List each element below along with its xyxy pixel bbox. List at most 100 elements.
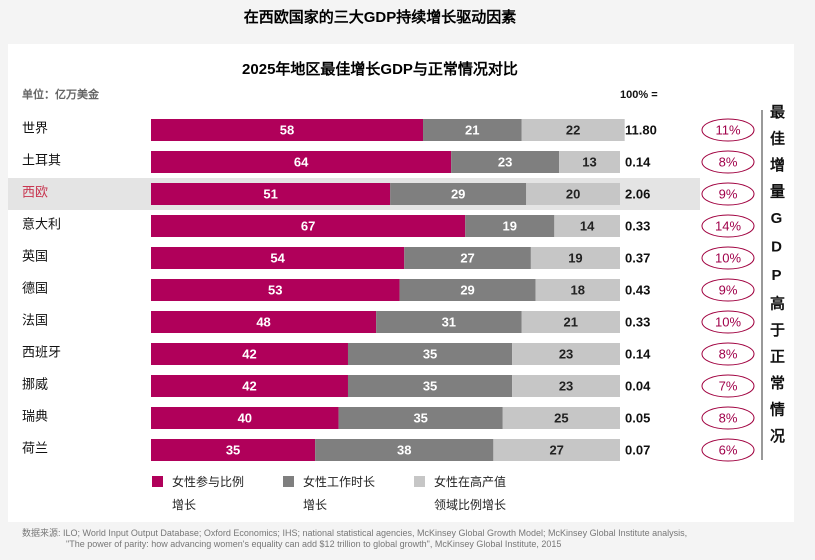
legend-swatch [414,476,425,487]
bar-segment [554,215,620,237]
total-label: 0.33 [625,314,650,329]
data-label: 35 [423,378,437,393]
growth-label: 9% [719,186,738,201]
growth-label: 14% [715,218,741,233]
category-label: 西欧 [22,184,48,199]
bar-segment [535,279,620,301]
bar-segment [151,439,316,461]
bar-segment [465,215,555,237]
data-label: 67 [301,218,315,233]
data-label: 23 [559,346,573,361]
legend-swatch [283,476,294,487]
bar-segment [530,247,620,269]
total-label: 0.07 [625,442,650,457]
total-label: 0.04 [625,378,651,393]
bar-segment [526,183,620,205]
growth-label: 9% [719,282,738,297]
bar-segment [338,407,503,429]
bar-segment [493,439,620,461]
data-label: 20 [566,186,580,201]
growth-oval [701,374,755,398]
bar-segment [451,151,560,173]
data-label: 38 [397,442,411,457]
data-label: 31 [442,314,456,329]
total-label: 0.14 [625,346,651,361]
data-label: 18 [571,282,585,297]
page-title: 在西欧国家的三大GDP持续增长驱动因素 [244,8,517,26]
data-label: 21 [564,314,578,329]
data-label: 29 [451,186,465,201]
bar-segment [151,375,348,397]
growth-oval [701,438,755,462]
growth-label: 10% [715,314,741,329]
growth-label: 8% [719,346,738,361]
bar-segment [151,215,466,237]
bar-segment [376,311,522,333]
data-label: 40 [238,410,252,425]
legend-label: 女性工作时长增长 [303,475,376,512]
data-label: 19 [568,250,582,265]
growth-oval [701,246,755,270]
total-label: 0.33 [625,218,650,233]
growth-label: 11% [715,122,740,137]
category-label: 意大利 [22,216,61,231]
growth-oval [701,310,755,334]
data-label: 42 [242,346,256,361]
data-label: 22 [566,122,580,137]
bar-segment [399,279,536,301]
bar-segment [559,151,620,173]
growth-oval [701,406,755,430]
category-label: 土耳其 [22,152,61,167]
data-label: 64 [294,154,309,169]
legend-label: 女性参与比例增长 [172,475,245,512]
bar-segment [512,375,620,397]
growth-oval [701,342,755,366]
category-label: 西班牙 [22,344,61,359]
growth-label: 8% [719,154,738,169]
growth-oval [701,214,755,238]
bar-segment [151,247,405,269]
bar-segment [404,247,531,269]
data-label: 35 [226,442,240,457]
total-label: 11.80 [625,122,657,137]
category-label: 挪威 [22,376,48,391]
data-label: 27 [549,442,563,457]
growth-oval [701,182,755,206]
growth-label: 10% [715,250,741,265]
bar-segment [151,407,339,429]
data-label: 14 [580,218,595,233]
category-label: 瑞典 [22,408,48,423]
total-label: 2.06 [625,186,650,201]
legend-label: 女性在高产值领域比例增长 [434,475,507,512]
total-label: 0.43 [625,282,650,297]
data-label: 23 [559,378,573,393]
growth-label: 8% [719,410,738,425]
total-label: 0.14 [625,154,651,169]
bar-segment [315,439,494,461]
growth-oval [701,278,755,302]
bar-segment [151,183,391,205]
growth-oval [701,118,755,142]
category-label: 世界 [22,120,48,135]
category-label: 英国 [22,248,48,263]
bar-segment [151,119,424,141]
bar-segment [521,119,625,141]
data-label: 27 [460,250,474,265]
data-label: 35 [423,346,437,361]
unit-label: 单位：亿万美金 [22,87,100,101]
data-label: 23 [498,154,512,169]
category-label: 德国 [22,280,48,295]
source: 数据来源: ILO; World Input Output Database; … [22,528,688,538]
bar-segment [423,119,522,141]
bar-segment [512,343,620,365]
data-label: 25 [554,410,568,425]
data-label: 19 [503,218,517,233]
growth-oval [701,150,755,174]
totals-header: 100% = [620,89,658,101]
data-label: 51 [263,186,277,201]
total-label: 0.37 [625,250,650,265]
bar-segment [151,311,377,333]
bar-segment [347,343,513,365]
data-label: 42 [242,378,256,393]
